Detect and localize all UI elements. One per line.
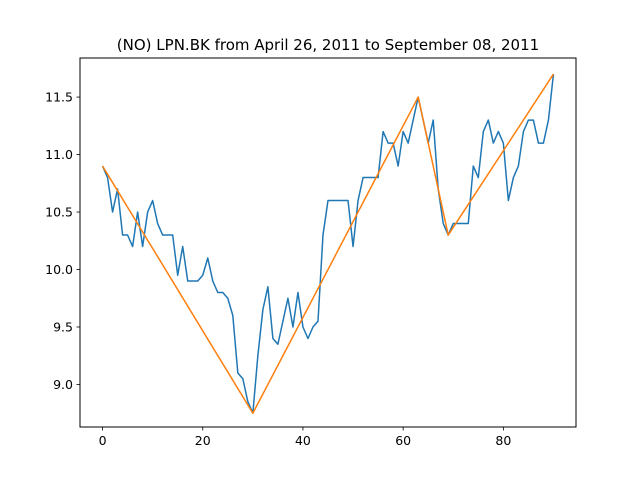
x-tick-label: 80 [495, 433, 511, 448]
price-series-line [101, 74, 555, 414]
x-tick-label: 40 [295, 433, 311, 448]
y-tick-label: 10.5 [45, 205, 73, 220]
x-tick-label: 60 [395, 433, 411, 448]
plot-frame [79, 57, 577, 428]
x-tick-label: 20 [195, 433, 211, 448]
chart-title: (NO) LPN.BK from April 26, 2011 to Septe… [117, 36, 539, 54]
y-tick-label: 11.5 [45, 90, 73, 105]
axes-layer: 0 20 40 60 80 9.0 9.5 10.0 10.5 11.0 11.5 [45, 90, 511, 448]
trend-series-line [101, 73, 555, 414]
y-tick-label: 9.0 [53, 377, 73, 392]
series-layer [101, 73, 555, 414]
x-tick-label: 0 [99, 433, 107, 448]
y-tick-label: 9.5 [53, 319, 73, 334]
y-tick-label: 10.0 [45, 262, 73, 277]
y-tick-label: 11.0 [45, 147, 73, 162]
